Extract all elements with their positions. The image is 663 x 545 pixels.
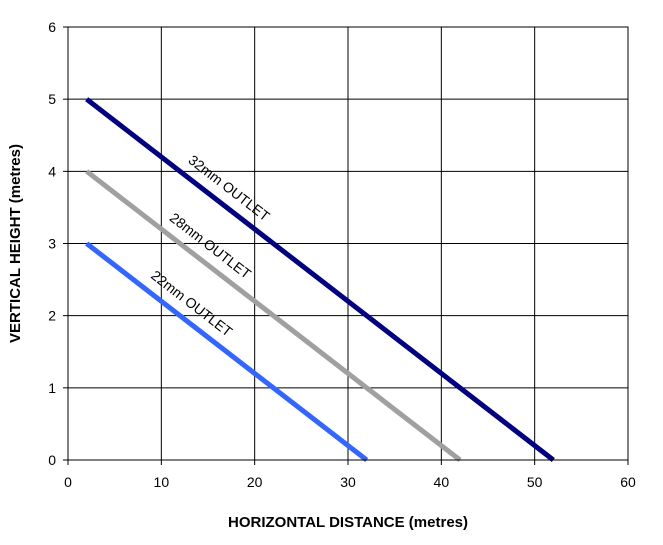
x-tick-label: 20: [247, 474, 263, 490]
x-tick-labels: 0 10 20 30 40 50 60: [64, 460, 636, 490]
y-tick-label: 4: [48, 163, 56, 179]
x-tick-label: 10: [154, 474, 170, 490]
series-line: [85, 241, 369, 462]
y-tick-label: 5: [48, 91, 56, 107]
y-tick-label: 0: [48, 452, 56, 468]
x-tick-label: 60: [620, 474, 636, 490]
series-line: [85, 169, 462, 462]
series-lines: [85, 97, 555, 462]
x-tick-label: 0: [64, 474, 72, 490]
series-line: [85, 97, 555, 462]
x-tick-label: 40: [434, 474, 450, 490]
y-tick-label: 1: [48, 380, 56, 396]
y-axis-title: VERTICAL HEIGHT (metres): [7, 144, 24, 343]
grid: [67, 26, 629, 461]
y-tick-label: 6: [48, 19, 56, 35]
y-tick-label: 2: [48, 308, 56, 324]
y-tick-label: 3: [48, 236, 56, 252]
x-tick-label: 30: [340, 474, 356, 490]
y-tick-labels: 0 1 2 3 4 5 6: [48, 19, 68, 468]
x-axis-title: HORIZONTAL DISTANCE (metres): [228, 514, 468, 531]
x-tick-label: 50: [527, 474, 543, 490]
